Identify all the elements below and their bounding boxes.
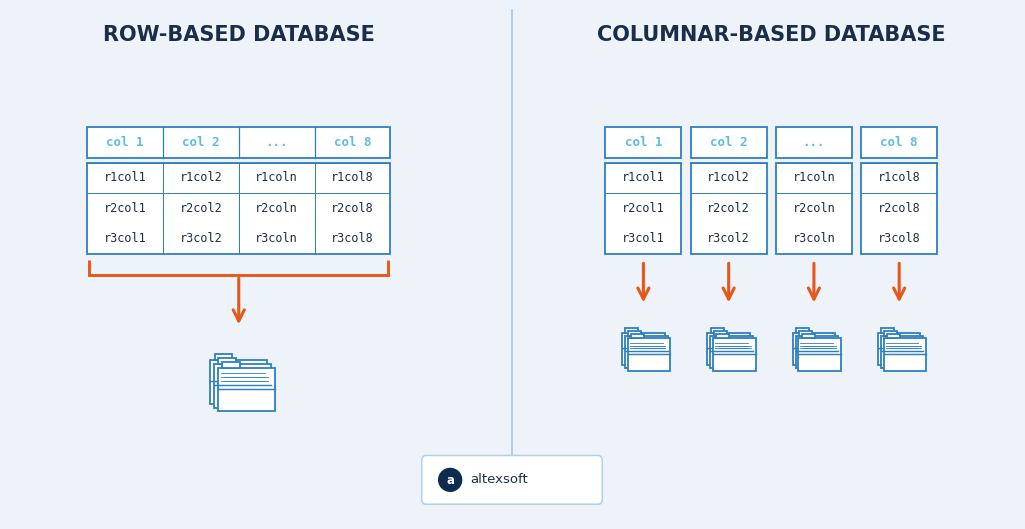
Polygon shape — [214, 354, 232, 360]
FancyBboxPatch shape — [808, 339, 831, 366]
Text: COLUMNAR-BASED DATABASE: COLUMNAR-BASED DATABASE — [597, 25, 946, 45]
FancyBboxPatch shape — [798, 339, 840, 371]
FancyBboxPatch shape — [894, 339, 917, 366]
Text: col 2: col 2 — [182, 136, 219, 149]
Polygon shape — [798, 331, 812, 335]
FancyBboxPatch shape — [880, 335, 924, 368]
Text: r2col2: r2col2 — [707, 202, 750, 215]
Text: a: a — [446, 474, 454, 487]
Polygon shape — [909, 339, 913, 343]
FancyBboxPatch shape — [87, 162, 391, 253]
Text: r1col8: r1col8 — [877, 171, 920, 184]
Polygon shape — [256, 368, 262, 373]
Text: r3coln: r3coln — [255, 232, 298, 245]
Text: r2col2: r2col2 — [179, 202, 222, 215]
Polygon shape — [716, 334, 730, 339]
FancyBboxPatch shape — [606, 127, 682, 158]
Polygon shape — [885, 331, 897, 335]
FancyBboxPatch shape — [707, 333, 750, 366]
FancyBboxPatch shape — [723, 339, 746, 366]
Polygon shape — [653, 339, 658, 343]
FancyBboxPatch shape — [890, 339, 913, 366]
Text: r1col2: r1col2 — [179, 171, 222, 184]
Text: col 8: col 8 — [334, 136, 371, 149]
FancyBboxPatch shape — [218, 368, 275, 412]
FancyBboxPatch shape — [638, 339, 661, 366]
Text: r3coln: r3coln — [792, 232, 835, 245]
Text: r2coln: r2coln — [792, 202, 835, 215]
Text: ...: ... — [265, 136, 288, 149]
FancyBboxPatch shape — [691, 162, 767, 253]
Polygon shape — [824, 339, 828, 343]
Text: col 1: col 1 — [107, 136, 144, 149]
FancyBboxPatch shape — [227, 368, 258, 405]
Polygon shape — [710, 329, 724, 333]
Polygon shape — [625, 329, 639, 333]
Polygon shape — [742, 339, 746, 343]
FancyBboxPatch shape — [628, 339, 670, 371]
FancyBboxPatch shape — [214, 364, 271, 408]
Polygon shape — [218, 358, 236, 364]
Text: r1coln: r1coln — [255, 171, 298, 184]
Text: r3col8: r3col8 — [331, 232, 374, 245]
Text: col 2: col 2 — [710, 136, 747, 149]
FancyBboxPatch shape — [861, 127, 937, 158]
Circle shape — [439, 468, 461, 491]
Polygon shape — [887, 334, 900, 339]
Polygon shape — [796, 329, 809, 333]
Text: ...: ... — [803, 136, 825, 149]
FancyBboxPatch shape — [776, 127, 852, 158]
Polygon shape — [628, 331, 642, 335]
Text: r3col2: r3col2 — [707, 232, 750, 245]
FancyBboxPatch shape — [792, 333, 835, 366]
FancyBboxPatch shape — [878, 333, 920, 366]
FancyBboxPatch shape — [634, 339, 658, 366]
FancyBboxPatch shape — [710, 335, 752, 368]
FancyBboxPatch shape — [884, 339, 927, 371]
FancyBboxPatch shape — [795, 335, 838, 368]
Polygon shape — [222, 362, 240, 368]
FancyBboxPatch shape — [606, 162, 682, 253]
FancyBboxPatch shape — [713, 339, 755, 371]
FancyBboxPatch shape — [625, 335, 667, 368]
Polygon shape — [631, 334, 644, 339]
Text: r2col1: r2col1 — [622, 202, 665, 215]
FancyBboxPatch shape — [210, 360, 268, 404]
Text: altexsoft: altexsoft — [470, 473, 528, 486]
Polygon shape — [252, 368, 258, 373]
FancyBboxPatch shape — [861, 162, 937, 253]
Text: r2col8: r2col8 — [331, 202, 374, 215]
Polygon shape — [713, 331, 727, 335]
Text: r3col2: r3col2 — [179, 232, 222, 245]
Text: r1col8: r1col8 — [331, 171, 374, 184]
FancyBboxPatch shape — [776, 162, 852, 253]
Text: r1col1: r1col1 — [104, 171, 147, 184]
FancyBboxPatch shape — [231, 368, 262, 405]
Polygon shape — [802, 334, 815, 339]
Text: ROW-BASED DATABASE: ROW-BASED DATABASE — [102, 25, 375, 45]
Text: col 1: col 1 — [624, 136, 662, 149]
Polygon shape — [912, 339, 917, 343]
FancyBboxPatch shape — [805, 339, 828, 366]
Text: r3col1: r3col1 — [622, 232, 665, 245]
Text: r1col1: r1col1 — [622, 171, 665, 184]
FancyBboxPatch shape — [421, 455, 603, 504]
Text: col 8: col 8 — [880, 136, 918, 149]
Text: r3col8: r3col8 — [877, 232, 920, 245]
Text: r2coln: r2coln — [255, 202, 298, 215]
Polygon shape — [739, 339, 743, 343]
FancyBboxPatch shape — [87, 127, 391, 158]
Polygon shape — [657, 339, 661, 343]
Text: r3col1: r3col1 — [104, 232, 147, 245]
FancyBboxPatch shape — [622, 333, 664, 366]
Text: r2col8: r2col8 — [877, 202, 920, 215]
Text: r1col2: r1col2 — [707, 171, 750, 184]
FancyBboxPatch shape — [691, 127, 767, 158]
Polygon shape — [827, 339, 831, 343]
FancyBboxPatch shape — [720, 339, 743, 366]
Text: r2col1: r2col1 — [104, 202, 147, 215]
Text: r1coln: r1coln — [792, 171, 835, 184]
Polygon shape — [882, 329, 894, 333]
